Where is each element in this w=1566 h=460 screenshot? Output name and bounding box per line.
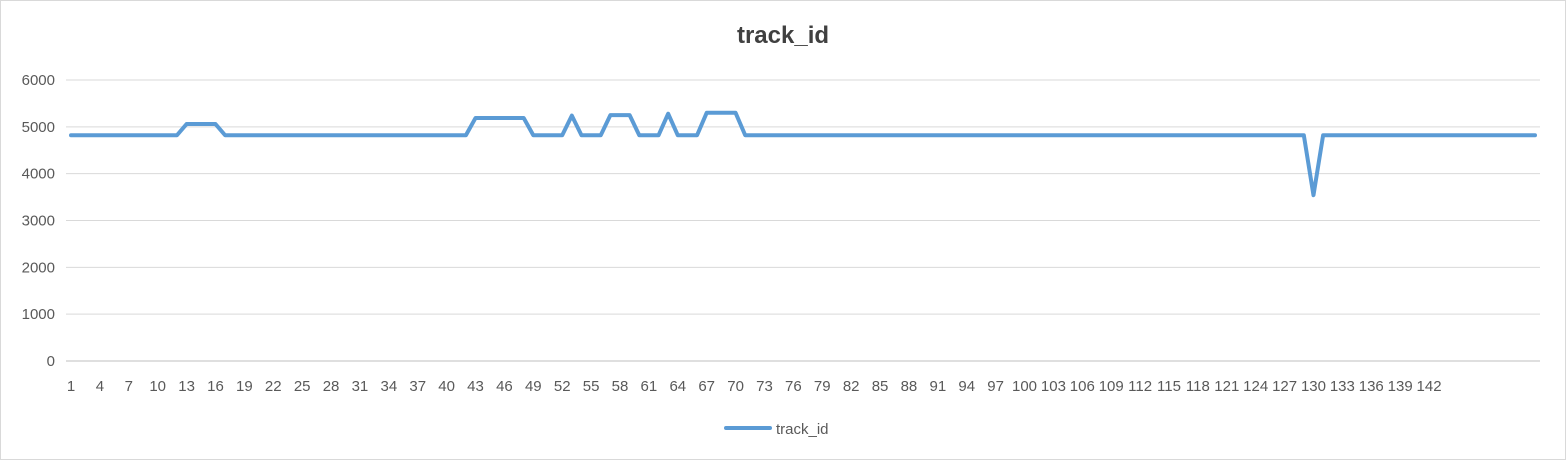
x-tick-label: 1 xyxy=(67,378,75,395)
y-axis-ticks: 0 1000 2000 3000 4000 5000 6000 xyxy=(22,72,55,370)
x-tick-label: 103 xyxy=(1041,378,1066,395)
x-tick-label: 64 xyxy=(669,378,686,395)
x-tick-label: 43 xyxy=(467,378,484,395)
y-tick-label: 3000 xyxy=(22,213,55,230)
x-tick-label: 112 xyxy=(1128,378,1152,395)
x-tick-label: 67 xyxy=(698,378,715,395)
y-tick-label: 6000 xyxy=(22,72,55,89)
x-tick-label: 130 xyxy=(1301,378,1326,395)
x-tick-label: 16 xyxy=(207,378,224,395)
x-tick-label: 91 xyxy=(929,378,946,395)
x-tick-label: 124 xyxy=(1243,378,1268,395)
y-tick-label: 1000 xyxy=(22,306,55,323)
x-tick-label: 46 xyxy=(496,378,513,395)
x-tick-label: 76 xyxy=(785,378,802,395)
chart-title: track_id xyxy=(737,22,829,49)
x-tick-label: 70 xyxy=(727,378,744,395)
x-tick-label: 100 xyxy=(1012,378,1037,395)
x-tick-label: 55 xyxy=(583,378,600,395)
y-tick-label: 5000 xyxy=(22,119,55,136)
x-tick-label: 115 xyxy=(1157,378,1181,395)
x-tick-label: 121 xyxy=(1214,378,1239,395)
x-tick-label: 73 xyxy=(756,378,773,395)
legend-label: track_id xyxy=(776,421,829,438)
x-tick-label: 52 xyxy=(554,378,571,395)
x-tick-label: 34 xyxy=(380,378,397,395)
x-tick-label: 25 xyxy=(294,378,311,395)
x-tick-label: 4 xyxy=(96,378,104,395)
x-tick-label: 13 xyxy=(178,378,195,395)
x-tick-label: 88 xyxy=(901,378,918,395)
x-tick-label: 139 xyxy=(1388,378,1413,395)
y-tick-label: 2000 xyxy=(22,259,55,276)
x-axis-ticks: 1 4 7 10 13 16 19 22 25 28 31 34 37 40 43 46 49 52 55 58 61 6… xyxy=(67,378,1442,395)
y-tick-label: 0 xyxy=(47,353,55,370)
x-tick-label: 31 xyxy=(352,378,369,395)
x-tick-label: 19 xyxy=(236,378,253,395)
x-tick-label: 94 xyxy=(958,378,975,395)
x-tick-label: 127 xyxy=(1272,378,1297,395)
x-tick-label: 10 xyxy=(149,378,166,395)
x-tick-label: 118 xyxy=(1186,378,1210,395)
x-tick-label: 58 xyxy=(612,378,629,395)
x-tick-label: 109 xyxy=(1099,378,1124,395)
x-tick-label: 136 xyxy=(1359,378,1384,395)
x-tick-label: 85 xyxy=(872,378,889,395)
series-layer xyxy=(69,110,1537,198)
gridlines xyxy=(66,79,1540,362)
y-tick-label: 4000 xyxy=(22,166,55,183)
x-tick-label: 79 xyxy=(814,378,831,395)
x-tick-label: 37 xyxy=(409,378,426,395)
x-tick-label: 61 xyxy=(641,378,658,395)
x-tick-label: 22 xyxy=(265,378,282,395)
x-tick-label: 49 xyxy=(525,378,542,395)
x-tick-label: 142 xyxy=(1417,378,1442,395)
x-tick-label: 97 xyxy=(987,378,1004,395)
legend[interactable]: track_id xyxy=(724,421,829,438)
x-tick-label: 40 xyxy=(438,378,455,395)
x-tick-label: 82 xyxy=(843,378,860,395)
x-tick-label: 28 xyxy=(323,378,340,395)
x-tick-label: 106 xyxy=(1070,378,1095,395)
x-tick-label: 7 xyxy=(125,378,133,395)
x-tick-label: 133 xyxy=(1330,378,1355,395)
series-line-track-id[interactable] xyxy=(69,110,1537,198)
